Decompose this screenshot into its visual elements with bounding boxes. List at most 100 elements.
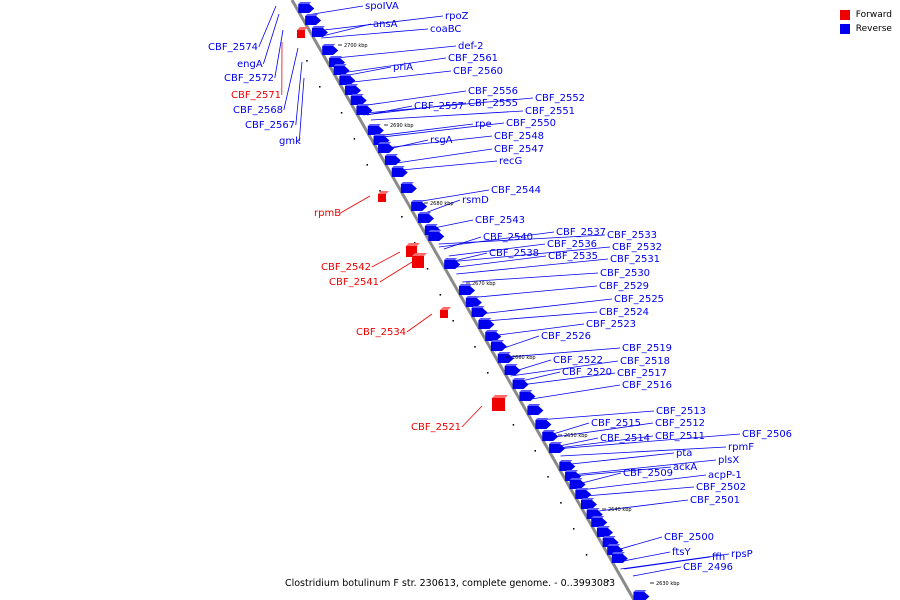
minor-feature-mark xyxy=(560,502,562,504)
leader-line xyxy=(580,474,707,491)
gene-label-right: CBF_2536 xyxy=(547,239,597,250)
forward-gene-arrow xyxy=(440,307,451,318)
gene-label-right: CBF_2544 xyxy=(491,185,541,196)
reverse-gene-arrow xyxy=(459,284,476,295)
gene-label-right: CBF_2513 xyxy=(656,406,706,417)
gene-label-left: gmk xyxy=(279,136,301,147)
gene-label-right: CBF_2530 xyxy=(600,268,650,279)
leader-line xyxy=(283,47,299,111)
reverse-gene-arrow xyxy=(400,182,417,193)
gene-label-right: CBF_2501 xyxy=(690,495,740,506)
gene-label-right: rsgA xyxy=(430,135,453,146)
gene-label-right: CBF_2509 xyxy=(623,468,673,479)
scale-tick-label: 2640 kbp xyxy=(608,507,632,513)
gene-label-left: CBF_2534 xyxy=(356,327,406,338)
leader-line xyxy=(370,110,524,121)
leader-line xyxy=(376,123,474,137)
gene-label-left: CBF_2541 xyxy=(329,277,379,288)
leader-line xyxy=(632,566,682,577)
reverse-gene-arrow xyxy=(497,352,514,363)
leader-line xyxy=(344,70,452,84)
reverse-gene-arrow xyxy=(322,44,339,55)
reverse-swatch xyxy=(839,24,850,34)
leader-line xyxy=(449,252,488,263)
leader-line xyxy=(555,433,741,450)
gene-arrows xyxy=(297,2,650,600)
gene-label-right: CBF_2511 xyxy=(655,431,705,442)
gene-label-right: CBF_2500 xyxy=(664,532,714,543)
leader-line xyxy=(438,234,606,245)
minor-feature-mark xyxy=(306,60,308,62)
gene-label-left: CBF_2542 xyxy=(321,262,371,273)
reverse-gene-arrow xyxy=(478,318,495,329)
forward-gene-arrow xyxy=(378,191,389,202)
reverse-gene-arrow xyxy=(471,306,488,317)
leader-line xyxy=(623,551,671,562)
gene-label-right: CBF_2529 xyxy=(599,281,649,292)
gene-label-right: spoIVA xyxy=(365,1,399,12)
reverse-gene-arrow xyxy=(311,26,328,37)
gene-label-right: acpP-1 xyxy=(708,470,742,481)
leader-line xyxy=(379,261,413,283)
leader-line xyxy=(415,189,490,203)
leader-line xyxy=(365,97,534,114)
gene-label-right: coaBC xyxy=(430,24,461,35)
leader-line xyxy=(438,231,555,248)
reverse-gene-arrow xyxy=(465,296,482,307)
genome-backbone-line xyxy=(290,0,636,600)
scale-tick-label: 2690 kbp xyxy=(390,123,414,129)
reverse-gene-arrow xyxy=(350,94,367,105)
leader-line xyxy=(490,323,585,337)
reverse-gene-arrow xyxy=(575,488,592,499)
reverse-gene-arrow xyxy=(305,14,322,25)
minor-feature-mark xyxy=(585,554,588,556)
gene-label-right: CBF_2556 xyxy=(468,86,518,97)
forward-gene-arrow xyxy=(492,395,508,411)
reverse-gene-arrow xyxy=(611,552,628,563)
gene-label-right: CBF_2519 xyxy=(622,343,672,354)
gene-label-right: CBF_2535 xyxy=(548,251,598,262)
leader-line xyxy=(389,148,493,165)
gene-label-left: CBF_2571 xyxy=(231,90,281,101)
genome-backbone xyxy=(290,0,636,600)
minor-feature-mark xyxy=(572,528,575,530)
leader-line xyxy=(480,298,613,315)
minor-feature-mark xyxy=(452,320,454,322)
gene-label-right: CBF_2524 xyxy=(599,307,649,318)
reverse-gene-arrow xyxy=(559,460,576,471)
leader-line xyxy=(363,102,467,116)
gene-label-right: CBF_2514 xyxy=(600,433,650,444)
leader-line xyxy=(371,251,401,268)
leader-line xyxy=(315,15,444,32)
gene-label-right: CBF_2557 xyxy=(414,101,464,112)
strand-legend: Forward Reverse xyxy=(839,8,892,36)
leader-line xyxy=(456,258,609,275)
leader-line xyxy=(560,446,727,457)
leader-line xyxy=(307,5,364,16)
forward-gene-arrow xyxy=(297,27,308,38)
gene-label-right: CBF_2561 xyxy=(448,53,498,64)
leader-line xyxy=(561,452,675,466)
leader-line xyxy=(467,285,598,299)
forward-swatch xyxy=(839,10,850,20)
gene-label-right: ftsY xyxy=(672,547,691,558)
reverse-gene-arrow xyxy=(391,166,408,177)
minor-feature-mark xyxy=(607,580,610,582)
leader-line xyxy=(549,422,590,436)
leader-line xyxy=(547,422,654,439)
gene-label-left: CBF_2574 xyxy=(208,42,258,53)
scale-tick-label: 2660 kbp xyxy=(512,355,536,361)
gene-label-right: CBF_2548 xyxy=(494,131,544,142)
gene-label-right: CBF_2555 xyxy=(468,98,518,109)
gene-label-left: CBF_2521 xyxy=(411,422,461,433)
gene-label-right: CBF_2512 xyxy=(655,418,705,429)
gene-labels: CBF_2574 engA CBF_2572 CBF_2571 CBF_2568 CBF_… xyxy=(208,1,792,573)
leader-line xyxy=(510,360,619,377)
leader-line xyxy=(585,486,695,497)
gene-label-right: CBF_2533 xyxy=(607,230,657,241)
gene-label-left: CBF_2567 xyxy=(245,120,295,131)
reverse-gene-arrow xyxy=(367,124,384,135)
leader-line xyxy=(388,139,429,150)
gene-label-left: rpmB xyxy=(314,208,341,219)
